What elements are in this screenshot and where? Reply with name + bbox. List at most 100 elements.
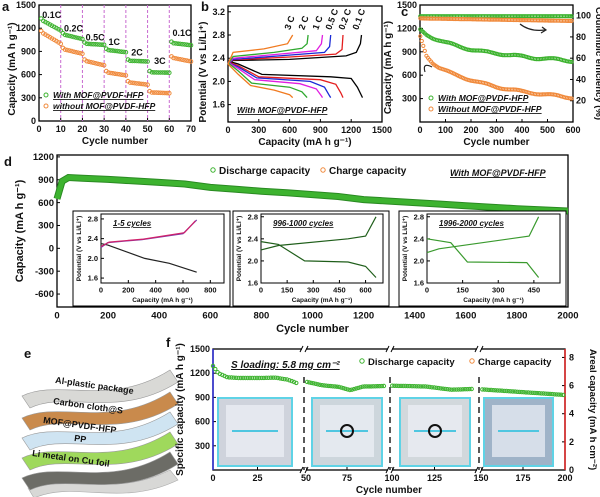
- y-tick-label: 1.6: [88, 274, 98, 283]
- y-tick-label: 1500: [190, 344, 210, 354]
- x-tick-label: 600: [202, 311, 218, 322]
- discharge-point: [250, 375, 255, 381]
- arrow-head: [540, 26, 548, 34]
- discharge-point: [539, 391, 544, 396]
- data-point: [173, 41, 179, 46]
- axis-break-gap: [302, 347, 306, 351]
- x-tick-label: 25: [252, 473, 262, 483]
- layer-sheet: [21, 369, 179, 409]
- discharge-curve: [227, 61, 344, 98]
- discharge-point: [438, 386, 443, 391]
- data-point: [149, 90, 155, 95]
- discharge-point: [427, 384, 432, 390]
- x-tick-label: 0: [425, 286, 429, 295]
- discharge-curve: [227, 62, 308, 99]
- data-point: [186, 42, 192, 48]
- discharge-point: [412, 384, 417, 389]
- x-tick-label: 100: [384, 473, 399, 483]
- y-tick-label: 2.0: [88, 254, 98, 263]
- ce-point: [568, 18, 573, 23]
- rate-label: 2 C: [296, 14, 310, 31]
- data-point: [73, 49, 79, 55]
- charge-curve: [227, 34, 324, 65]
- discharge-point: [326, 383, 331, 389]
- y2-tick-label: 6: [569, 381, 574, 391]
- legend-label: Discharge capacity: [368, 357, 455, 368]
- discharge-point: [512, 389, 518, 394]
- discharge-point: [347, 387, 352, 393]
- data-point: [164, 70, 170, 75]
- data-point: [58, 41, 64, 47]
- y-tick-label: 2.4: [212, 53, 225, 63]
- data-point: [97, 42, 103, 47]
- discharge-capacity-curve: [54, 174, 569, 214]
- data-point: [99, 62, 105, 68]
- discharge-point: [519, 389, 524, 395]
- capacity-point: [569, 59, 574, 65]
- y-tick-label: 1.6: [414, 279, 424, 288]
- data-point: [184, 42, 189, 48]
- legend-label: Charge capacity: [329, 166, 407, 177]
- inset-frame: [260, 213, 384, 284]
- x-tick-label: 0: [99, 286, 103, 295]
- discharge-point: [447, 387, 452, 392]
- x-tick-label: 500: [540, 125, 555, 135]
- rate-label: 2C: [131, 47, 143, 57]
- data-point: [121, 49, 126, 55]
- discharge-point: [358, 385, 363, 390]
- y2-tick-label: 8: [569, 352, 574, 362]
- x-tick-label: 50: [301, 473, 311, 483]
- data-point: [167, 70, 172, 75]
- discharge-point: [289, 378, 294, 384]
- data-point: [132, 58, 137, 64]
- x-tick-label: 150: [281, 286, 294, 295]
- capacity-point: [418, 34, 423, 39]
- discharge-point: [379, 383, 384, 389]
- discharge-point: [354, 386, 359, 391]
- y-tick-label: 2.0: [212, 76, 225, 86]
- discharge-point: [436, 385, 441, 391]
- data-point: [112, 48, 118, 54]
- data-point: [175, 56, 181, 62]
- rate-label: 0.1 C: [350, 7, 367, 31]
- data-point: [69, 48, 74, 54]
- discharge-point: [282, 377, 287, 382]
- x-tick-label: 125: [427, 473, 442, 483]
- data-point: [62, 47, 68, 52]
- x-tick-label: 0: [210, 473, 215, 483]
- data-point: [158, 70, 163, 75]
- axis-break-mark: [299, 466, 304, 474]
- data-point: [160, 70, 166, 75]
- discharge-point: [462, 387, 468, 392]
- data-point: [84, 41, 90, 47]
- x-tick-label: 600: [282, 125, 297, 135]
- discharge-point: [315, 382, 320, 387]
- y2-tick-label: 0: [569, 465, 574, 475]
- layer-sheet: [21, 451, 179, 491]
- data-point: [177, 41, 183, 47]
- discharge-point: [495, 388, 500, 393]
- discharge-point: [403, 383, 408, 389]
- discharge-point: [264, 375, 269, 380]
- discharge-point: [401, 383, 406, 389]
- y-tick-label: 0: [31, 116, 36, 126]
- discharge-point: [364, 384, 369, 389]
- data-point: [173, 56, 179, 61]
- x-tick-label: 600: [177, 286, 190, 295]
- inset-frame: [100, 213, 225, 284]
- data-point: [110, 48, 116, 53]
- x-tick-label: 800: [204, 286, 217, 295]
- data-point: [64, 33, 70, 38]
- y-tick-label: -600: [35, 289, 54, 300]
- data-point: [175, 41, 181, 47]
- x-tick-label: 400: [149, 286, 162, 295]
- y2-tick-label: 80: [576, 32, 586, 42]
- discharge-point: [530, 390, 535, 395]
- x-tick-label: 150: [456, 286, 469, 295]
- discharge-point: [224, 374, 230, 380]
- discharge-point: [210, 363, 216, 369]
- layer-sheet: [21, 431, 179, 471]
- legend-label: With MOF@PVDF-HFP: [438, 93, 529, 103]
- data-point: [164, 90, 170, 96]
- discharge-point: [351, 386, 357, 392]
